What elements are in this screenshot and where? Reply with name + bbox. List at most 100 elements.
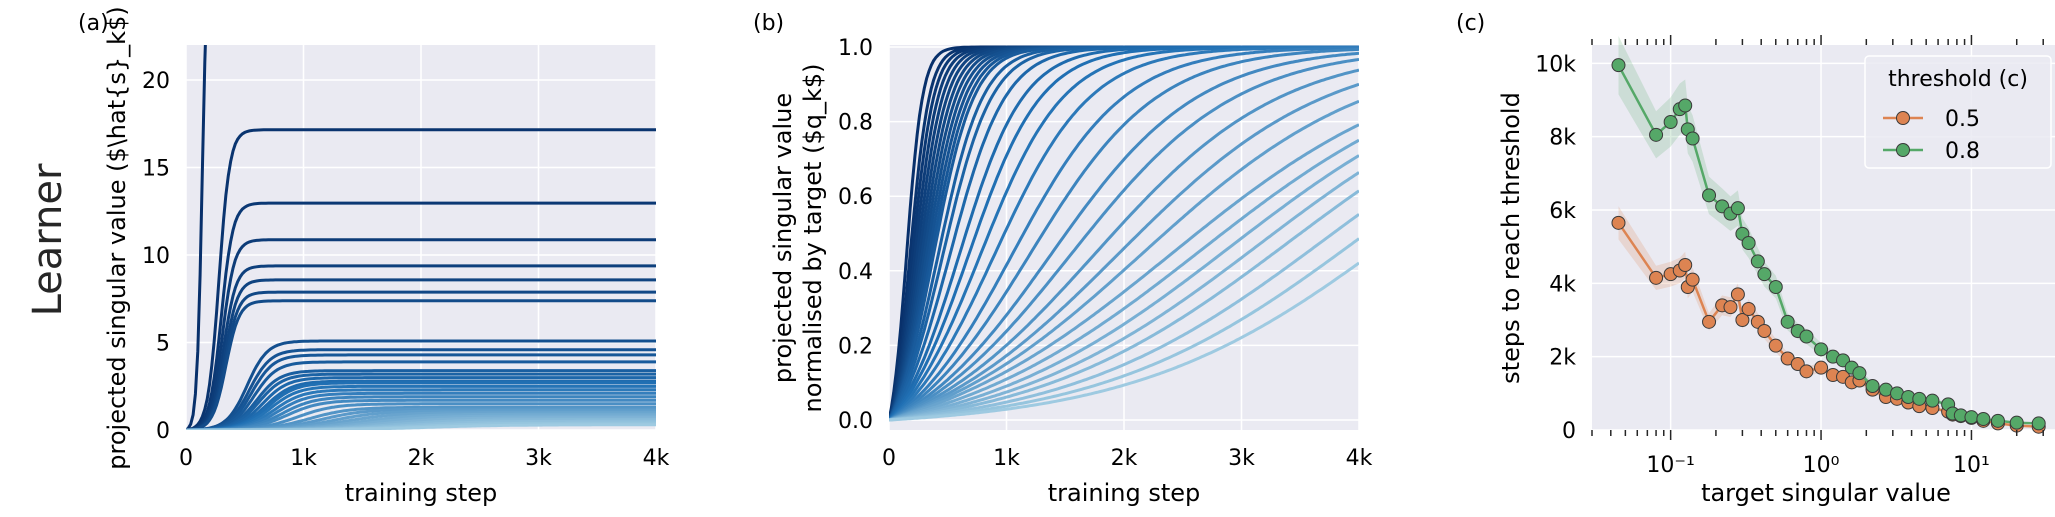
a-series-line — [186, 398, 656, 430]
b-series-line — [889, 57, 1359, 422]
c-ytick-label: 0 — [1562, 419, 1576, 444]
c-series-0.5-point — [1757, 324, 1772, 338]
a-series-line — [186, 388, 656, 430]
a-series-line — [186, 348, 656, 430]
panel-c-ticks: 0 2k 4k 6k 8k 10k 10⁻¹ 10⁰ 10¹ — [1535, 35, 2044, 478]
c-series-0.5-point — [1723, 300, 1738, 315]
panel-b: (b) 0 1k 2k 3k 4k 0.0 0.2 0.4 0.6 0.8 1.0 training… — [753, 11, 1373, 507]
b-xtick-label: 0 — [882, 446, 896, 471]
c-series-0.8-point — [1750, 254, 1765, 269]
b-xtick-label: 3k — [1228, 446, 1255, 471]
b-series-line — [889, 99, 1359, 422]
b-ytick-label: 0.8 — [838, 111, 873, 136]
a-series-line — [186, 369, 656, 430]
a-series-line — [186, 391, 656, 430]
panel-b-ylabel-line1: projected singular value — [769, 93, 797, 383]
c-series-0.8-point — [1730, 201, 1745, 216]
panel-c-legend: threshold (c) 0.5 0.8 — [1864, 55, 2052, 169]
c-series-0.5-point — [1814, 360, 1829, 375]
c-xtick-label: 10¹ — [1953, 453, 1990, 478]
a-series-line — [186, 381, 656, 430]
panel-a: (a) 0 1k 2k 3k 4k 0 5 10 15 20 training step proj… — [78, 6, 670, 507]
panel-b-label: (b) — [753, 11, 784, 36]
legend-entry: 0.8 — [1945, 139, 1980, 164]
c-series-0.8-point — [1768, 280, 1783, 294]
c-series-0.8-point — [1976, 412, 1991, 426]
c-series-0.5-point — [1678, 258, 1693, 272]
a-xtick-label: 1k — [290, 446, 317, 471]
a-xtick-label: 3k — [525, 446, 552, 471]
c-series-0.8-point — [1757, 267, 1772, 282]
c-series-0.8-point — [1852, 366, 1867, 381]
a-xtick-label: 2k — [408, 446, 435, 471]
c-series-0.8-point — [1685, 131, 1700, 146]
b-series-line — [889, 189, 1359, 422]
c-series-0.8-point — [1814, 342, 1829, 357]
panel-b-xlabel: training step — [1048, 479, 1201, 507]
a-series-line — [186, 264, 656, 430]
c-series-0.8-point — [2031, 416, 2046, 431]
a-series-line — [186, 372, 656, 430]
panel-c-label: (c) — [1456, 11, 1485, 36]
b-series-line — [889, 171, 1359, 422]
c-series-0.8-point — [1663, 115, 1678, 129]
c-series-0.8-point — [1865, 379, 1880, 393]
panel-c-xlabel: target singular value — [1701, 479, 1951, 507]
c-xtick-label: 10⁰ — [1803, 453, 1840, 478]
c-ytick-label: 4k — [1549, 272, 1576, 297]
panel-c: (c) 0 2k 4k 6k 8k 10k 10⁻¹ 10⁰ 10¹ target singul… — [1456, 11, 2055, 507]
a-ytick-label: 5 — [156, 332, 170, 357]
legend-marker — [1896, 143, 1910, 157]
b-xtick-label: 2k — [1111, 446, 1138, 471]
b-xtick-label: 1k — [993, 446, 1020, 471]
c-xtick-label: 10⁻¹ — [1646, 453, 1694, 478]
c-series-0.5-point — [1799, 364, 1814, 379]
a-xtick-label: 0 — [179, 446, 193, 471]
a-series-line — [186, 384, 656, 430]
c-series-0.5-point — [1685, 272, 1700, 287]
c-ytick-label: 10k — [1535, 52, 1576, 77]
panel-b-series — [889, 45, 1359, 422]
panel-a-xlabel: training step — [345, 479, 498, 507]
c-series-0.5-point — [1730, 287, 1745, 302]
b-series-line — [889, 68, 1359, 422]
b-series-line — [889, 51, 1359, 422]
a-series-line — [186, 360, 656, 430]
a-series-line — [186, 339, 656, 430]
c-series-0.8-point — [1702, 188, 1717, 203]
panel-a-ticks: 0 1k 2k 3k 4k 0 5 10 15 20 — [142, 69, 670, 471]
a-series-line — [186, 423, 656, 430]
a-xtick-label: 4k — [643, 446, 670, 471]
b-series-line — [889, 261, 1359, 422]
b-ytick-label: 0.6 — [838, 185, 873, 210]
c-ytick-label: 8k — [1549, 126, 1576, 151]
b-ytick-label: 0.2 — [838, 334, 873, 359]
b-ytick-label: 0.0 — [838, 409, 873, 434]
b-series-line — [889, 154, 1359, 422]
a-ytick-label: 20 — [142, 69, 170, 94]
a-series-line — [186, 290, 656, 430]
legend-marker — [1896, 111, 1910, 125]
c-series-0.5-point — [1702, 314, 1717, 329]
a-ytick-label: 0 — [156, 419, 170, 444]
c-series-0.5-point — [1735, 313, 1750, 327]
panel-a-label: (a) — [78, 11, 109, 36]
c-ytick-label: 2k — [1549, 346, 1576, 371]
a-ytick-label: 10 — [142, 244, 170, 269]
panel-a-ylabel: projected singular value ($\hat{s}_k$) — [103, 6, 131, 469]
a-series-line — [186, 299, 656, 430]
c-series-0.5-point — [1611, 215, 1626, 230]
c-ytick-label: 6k — [1549, 199, 1576, 224]
b-series-line — [889, 138, 1359, 422]
b-series-line — [889, 82, 1359, 422]
legend-title: threshold (c) — [1888, 67, 2028, 92]
c-series-0.8-point — [1611, 58, 1626, 73]
a-series-line — [186, 238, 656, 430]
panel-c-grid — [1592, 45, 2055, 431]
panel-b-ticks: 0 1k 2k 3k 4k 0.0 0.2 0.4 0.6 0.8 1.0 — [838, 36, 1373, 471]
b-xtick-label: 4k — [1346, 446, 1373, 471]
c-series-0.8-point — [1799, 329, 1814, 344]
legend-entry: 0.5 — [1945, 107, 1980, 132]
panel-c-ylabel: steps to reach threshold — [1497, 92, 1525, 384]
